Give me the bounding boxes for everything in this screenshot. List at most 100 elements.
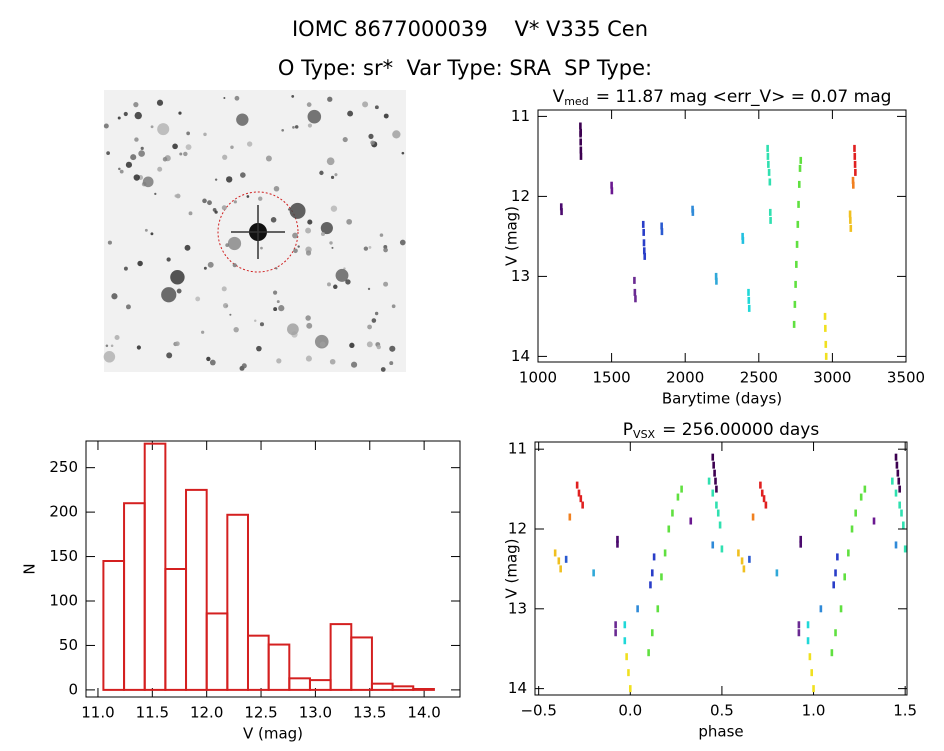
data-point — [812, 685, 815, 693]
sky-star — [207, 261, 214, 268]
histogram-bar — [288, 677, 311, 691]
data-point — [872, 517, 876, 525]
y-tick-label: 50 — [59, 636, 78, 654]
histogram-bar — [329, 623, 353, 691]
x-tick-label: 13.0 — [299, 704, 332, 722]
sky-star — [201, 330, 205, 334]
sky-star — [103, 123, 109, 129]
sky-star — [111, 293, 118, 300]
sky-star — [272, 290, 278, 295]
sky-star — [306, 322, 313, 329]
sky-star — [174, 341, 180, 347]
sky-star — [258, 196, 263, 201]
data-point — [579, 122, 582, 130]
plot-frame — [534, 441, 908, 696]
data-point — [680, 485, 683, 493]
data-point — [741, 236, 745, 244]
data-point — [667, 525, 671, 533]
sky-star — [138, 150, 145, 157]
sky-star — [226, 176, 233, 183]
sky-star — [254, 319, 257, 323]
sky-star — [125, 161, 133, 168]
sky-star — [150, 125, 154, 129]
sky-star — [103, 351, 116, 363]
sky-star — [278, 305, 285, 312]
x-tick-label: 14.0 — [407, 704, 440, 722]
sky-star — [156, 99, 164, 106]
data-point — [660, 573, 663, 581]
sky-star — [157, 123, 170, 136]
data-point — [834, 569, 837, 577]
data-point — [579, 152, 583, 160]
sky-star — [294, 125, 299, 129]
sky-star — [342, 137, 348, 143]
sky-star — [383, 113, 389, 119]
data-point — [806, 637, 810, 645]
data-point — [902, 521, 905, 529]
target-circle — [217, 191, 299, 273]
sky-star — [174, 194, 178, 198]
data-point — [796, 220, 800, 228]
sky-star — [371, 318, 377, 323]
sky-star — [376, 344, 381, 350]
sky-star — [330, 205, 338, 212]
data-point — [742, 565, 746, 573]
sky-star — [335, 268, 349, 282]
data-point — [848, 210, 852, 218]
sky-star — [184, 244, 191, 251]
data-point — [741, 232, 744, 240]
data-point — [795, 260, 798, 268]
sky-star — [188, 211, 193, 216]
data-point — [810, 669, 814, 677]
sky-star — [297, 245, 300, 248]
sky-star — [307, 123, 313, 128]
sky-star — [161, 287, 177, 303]
data-point — [834, 629, 837, 637]
x-tick-label: 1500 — [593, 369, 631, 387]
data-point — [836, 553, 839, 561]
sky-star — [133, 102, 139, 108]
sky-star — [134, 111, 142, 120]
sky-star — [179, 152, 183, 156]
sky-star — [234, 95, 240, 101]
data-point — [737, 549, 740, 557]
sky-star — [223, 96, 226, 100]
data-point — [713, 469, 716, 477]
data-point — [715, 501, 718, 509]
sky-star — [214, 210, 218, 214]
sky-star — [293, 248, 298, 254]
sky-star — [214, 178, 218, 181]
data-point — [808, 653, 812, 661]
data-point — [553, 549, 557, 557]
y-axis-label: V (mag) — [503, 206, 521, 266]
data-point — [707, 477, 711, 485]
x-tick-label: −0.5 — [520, 702, 556, 720]
sky-star — [236, 113, 249, 126]
sky-star — [170, 270, 185, 285]
data-point — [559, 565, 562, 573]
sky-star — [207, 200, 212, 206]
data-point — [766, 152, 770, 160]
sky-star — [150, 232, 154, 236]
sky-star — [289, 202, 306, 219]
x-tick-label: 13.5 — [353, 704, 386, 722]
sky-star — [203, 132, 207, 137]
x-tick-label: 1.0 — [802, 702, 826, 720]
title-rest: = 11.87 mag <err_V> = 0.07 mag — [596, 87, 892, 107]
sky-star — [232, 263, 237, 268]
sky-star — [114, 334, 120, 341]
data-point — [895, 461, 899, 469]
sky-star — [399, 239, 406, 246]
x-axis-label: phase — [698, 723, 743, 741]
data-point — [715, 277, 718, 285]
histogram-bar — [370, 682, 394, 691]
data-point — [579, 138, 582, 146]
sky-star — [367, 287, 371, 291]
data-point — [854, 168, 857, 176]
y-tick-label: 14 — [511, 347, 530, 365]
data-point — [824, 352, 828, 360]
data-point — [691, 208, 695, 216]
title-main: V — [553, 87, 565, 107]
data-point — [799, 540, 803, 548]
